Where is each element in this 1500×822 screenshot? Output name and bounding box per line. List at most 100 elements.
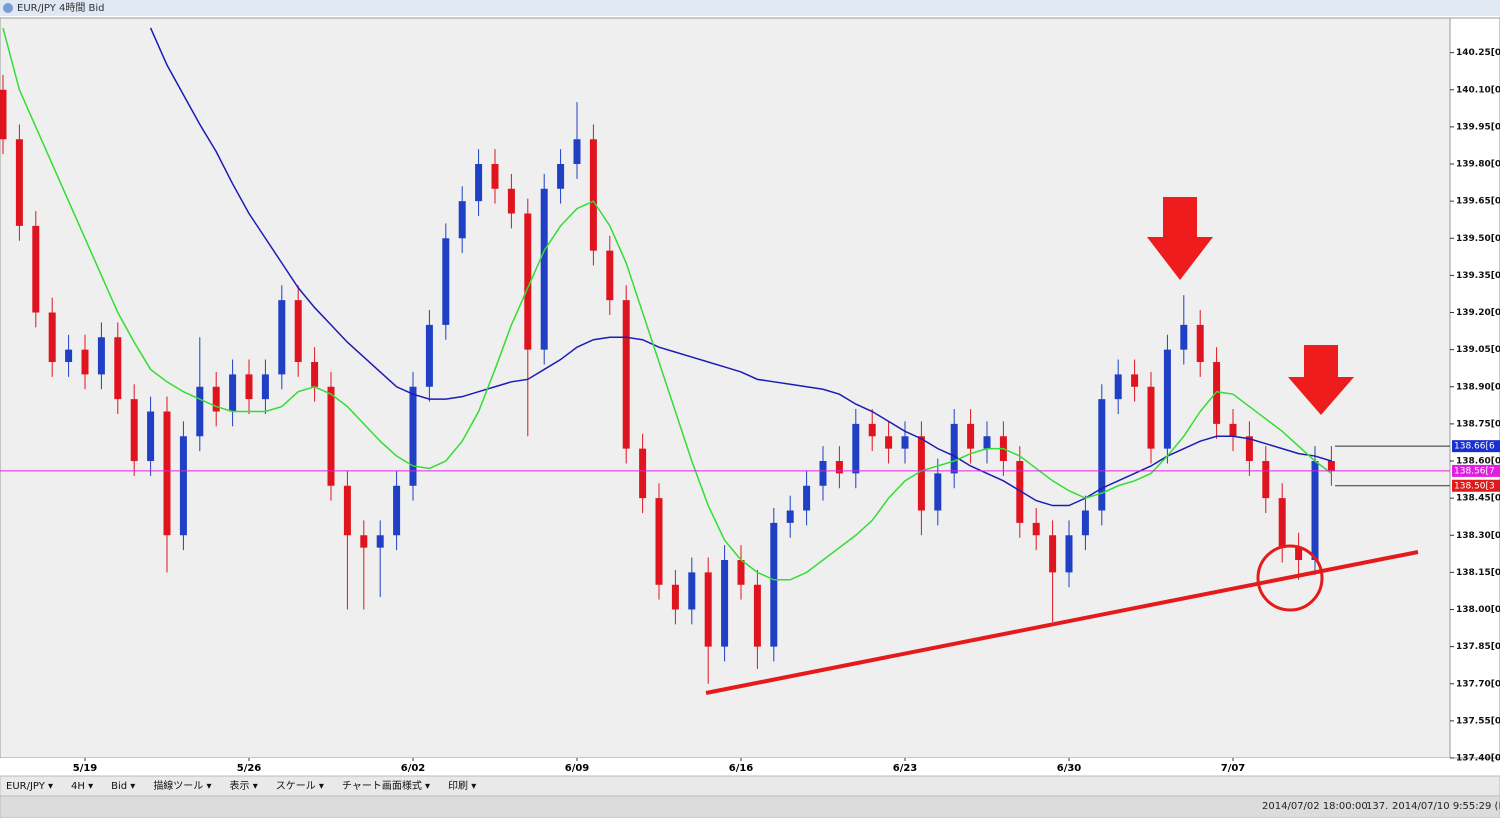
candle-body (819, 461, 827, 486)
candle-body (1049, 535, 1057, 573)
candle-body (130, 399, 138, 462)
candle-body (1131, 374, 1139, 387)
candle-body (81, 349, 89, 375)
candle-body (1098, 399, 1106, 511)
candle-body (1147, 386, 1155, 449)
candle-body (1213, 362, 1221, 424)
y-tick-label: 140.10[0] (1456, 85, 1500, 95)
price-label: 138.56[7 (1454, 466, 1495, 476)
candle-body (1278, 498, 1286, 548)
status-field: 137. (1366, 801, 1388, 812)
candle-body (606, 250, 614, 301)
candle-body (311, 362, 319, 387)
candle-body (1196, 324, 1204, 363)
candle-body (671, 584, 679, 610)
candle-body (393, 485, 401, 536)
candle-body (1180, 324, 1188, 350)
status-field: 2014/07/10 9:55:29 (Lo (1392, 801, 1500, 812)
candle-body (737, 560, 745, 585)
x-tick-label: 6/23 (893, 763, 918, 774)
candle-body (1114, 374, 1122, 400)
candle-body (360, 535, 368, 548)
candle-body (1229, 423, 1237, 437)
x-tick-label: 6/02 (401, 763, 426, 774)
y-tick-label: 137.40[0] (1456, 754, 1500, 764)
candle-body (1311, 461, 1319, 561)
candle-body (950, 423, 958, 474)
arrow (1147, 197, 1213, 280)
candle-body (688, 572, 696, 610)
y-tick-label: 138.45[0] (1456, 494, 1500, 504)
price-label: 138.50[3 (1454, 481, 1495, 491)
toolbar-item[interactable]: 描線ツール ▾ (153, 779, 211, 792)
candle-body (294, 300, 302, 363)
x-tick-label: 6/09 (565, 763, 590, 774)
candle-body (803, 485, 811, 511)
candle-body (573, 139, 581, 165)
candle-body (507, 188, 515, 214)
price-axis (1449, 17, 1500, 759)
candle-body (721, 560, 729, 647)
moving-average (2, 27, 1332, 581)
y-tick-label: 139.65[0] (1456, 197, 1500, 207)
candle-body (1016, 461, 1024, 523)
toolbar-item[interactable]: 表示 ▾ (230, 779, 258, 792)
candle-body (967, 423, 975, 449)
toolbar-item[interactable]: チャート画面様式 ▾ (342, 779, 430, 792)
x-tick-label: 7/07 (1221, 763, 1246, 774)
candle-body (163, 411, 171, 536)
title-bar (0, 0, 1500, 16)
candle-body (835, 461, 843, 474)
candle-body (1327, 461, 1335, 471)
candle-body (1081, 510, 1089, 536)
candle-body (212, 386, 220, 412)
candle-body (0, 89, 7, 140)
toolbar (0, 775, 1500, 797)
candle-body (1163, 349, 1171, 449)
toolbar-item[interactable]: 4H ▾ (71, 781, 93, 792)
candle-body (917, 436, 925, 511)
y-tick-label: 140.25[0] (1456, 48, 1500, 58)
candle-body (343, 485, 351, 536)
toolbar-item[interactable]: EUR/JPY ▾ (6, 781, 53, 792)
candle-body (278, 300, 286, 375)
y-tick-label: 138.60[0] (1456, 457, 1500, 467)
toolbar-item[interactable]: Bid ▾ (111, 781, 135, 792)
candle-body (934, 473, 942, 511)
candle-body (229, 374, 237, 412)
candle-body (245, 374, 253, 400)
y-tick-label: 137.70[0] (1456, 679, 1500, 689)
candle-body (589, 139, 597, 251)
candle-body (983, 436, 991, 449)
toolbar-item[interactable]: スケール ▾ (276, 780, 324, 792)
y-tick-label: 139.35[0] (1456, 271, 1500, 281)
app-icon (3, 3, 13, 13)
circle-highlight (1256, 544, 1324, 612)
candle-body (65, 349, 73, 363)
candle-body (540, 188, 548, 350)
y-tick-label: 139.80[0] (1456, 160, 1500, 170)
candle-body (48, 312, 56, 363)
status-field: 2014/07/02 18:00:00 (1262, 801, 1368, 812)
annotations (705, 197, 1419, 695)
y-tick-label: 138.00[0] (1456, 605, 1500, 615)
candle-body (770, 522, 778, 647)
y-tick-label: 139.20[0] (1456, 308, 1500, 318)
candle-body (491, 164, 499, 189)
y-tick-label: 138.30[0] (1456, 531, 1500, 541)
candle-body (852, 423, 860, 474)
x-tick-label: 6/16 (729, 763, 754, 774)
x-tick-label: 5/19 (73, 763, 98, 774)
toolbar-item[interactable]: 印刷 ▾ (448, 780, 476, 792)
candle-body (622, 300, 630, 449)
y-tick-label: 139.50[0] (1456, 234, 1500, 244)
y-tick-label: 138.90[0] (1456, 382, 1500, 392)
candle-body (442, 238, 450, 325)
y-tick-label: 139.95[0] (1456, 122, 1500, 132)
price-label-box (1452, 479, 1500, 492)
candle-body (475, 164, 483, 202)
candle-body (524, 213, 532, 350)
price-label: 138.66[6 (1454, 442, 1495, 452)
